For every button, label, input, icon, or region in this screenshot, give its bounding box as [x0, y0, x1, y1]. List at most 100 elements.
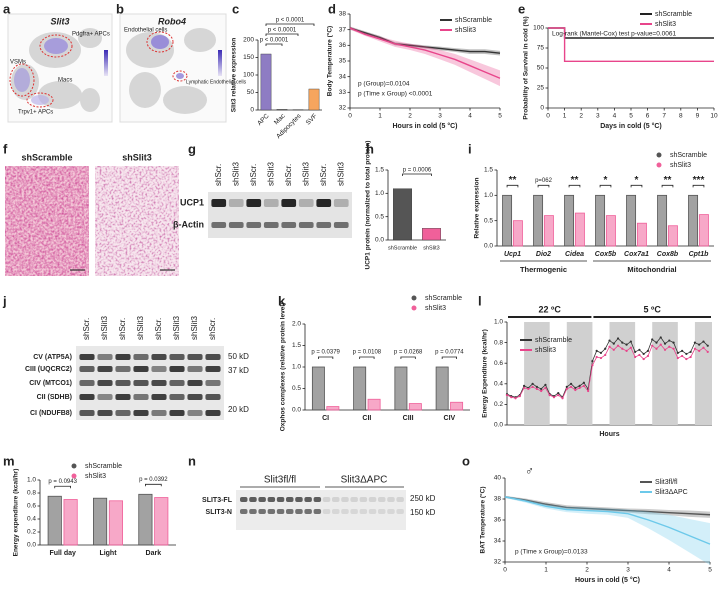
bar	[595, 194, 606, 247]
blot-band	[368, 497, 377, 502]
survival-line	[548, 27, 714, 63]
blot-band	[258, 497, 266, 502]
blot-band	[211, 199, 227, 207]
x-axis-title: Hours in cold (5 °C)	[392, 122, 457, 130]
data-point	[621, 347, 624, 350]
data-point	[655, 347, 658, 350]
y-tick-label: 38	[494, 496, 502, 503]
significance-label: *	[604, 175, 608, 186]
blot-band	[133, 394, 149, 400]
y-tick-label: 38	[339, 11, 347, 18]
cluster-label: VSMs	[10, 60, 26, 66]
y-tick-label: 32	[339, 105, 347, 112]
data-point	[672, 341, 675, 344]
cluster	[80, 88, 100, 112]
band-label: CIV (MTCO1)	[29, 380, 72, 387]
annotation: Log-rank (Mantel-Cox) test p-value=0.006…	[552, 31, 676, 38]
cluster	[163, 86, 207, 114]
cluster	[129, 72, 161, 108]
y-tick-label: 0.0	[27, 542, 36, 549]
panel-label: h	[366, 141, 374, 156]
bar	[512, 220, 523, 247]
legend-label: shScramble	[85, 463, 122, 470]
significance-bracket	[145, 483, 162, 487]
data-point	[591, 364, 594, 367]
data-point	[544, 386, 547, 390]
legend-label: shSlit3	[85, 473, 106, 480]
band-label: SLIT3-FL	[202, 497, 233, 504]
blot-band	[267, 497, 276, 502]
data-point	[634, 350, 637, 353]
y-tick-label: 150	[243, 54, 254, 61]
y-tick-label: 0.0	[292, 407, 301, 414]
data-point	[668, 345, 671, 348]
x-tick-label: shScramble	[388, 245, 417, 251]
significance-label: *	[635, 175, 639, 186]
legend-label: shSlit3	[425, 305, 446, 312]
blot-band	[205, 380, 221, 386]
significance-bracket	[441, 356, 457, 359]
blot-band	[322, 497, 331, 502]
blot-band	[115, 380, 131, 386]
x-tick-label: CIV	[444, 415, 456, 422]
data-point	[638, 348, 641, 351]
blot-band	[396, 497, 404, 502]
blot-band	[333, 199, 349, 207]
data-point	[693, 341, 697, 344]
data-point	[659, 343, 662, 346]
bar	[502, 194, 513, 247]
blot-band	[169, 380, 185, 386]
histology-texture	[95, 166, 179, 276]
legend-label: shSlit3	[655, 21, 676, 28]
data-point	[514, 397, 517, 400]
data-point	[681, 354, 684, 358]
bar	[605, 215, 616, 247]
blot-band	[133, 354, 149, 360]
blot-band	[205, 354, 221, 360]
blot-band	[286, 509, 294, 514]
x-tick-label: 1	[544, 567, 548, 574]
bar	[138, 493, 153, 546]
expression	[14, 68, 30, 92]
x-axis-title: Hours in cold (5 °C)	[575, 576, 640, 584]
blot-band	[341, 509, 349, 514]
blot-band	[151, 394, 167, 400]
blot-band	[133, 410, 149, 416]
blot-band	[350, 497, 358, 502]
data-point	[646, 349, 650, 352]
lane-label: shSlit3	[190, 315, 199, 340]
x-axis-title: Days in cold (5 °C)	[600, 122, 662, 130]
data-point	[616, 344, 620, 347]
y-tick-label: 100	[533, 25, 544, 32]
y-tick-label: 35	[339, 58, 347, 65]
y-tick-label: 1.0	[27, 477, 36, 484]
histology-label: shSlit3	[122, 152, 152, 162]
group-label: Slit3ΔAPC	[341, 475, 388, 486]
blot-band	[295, 497, 303, 502]
data-point	[676, 351, 679, 354]
y-tick-label: 0.0	[375, 237, 384, 244]
y-tick-label: 75	[537, 45, 545, 52]
blot-band	[79, 354, 95, 360]
data-point	[544, 383, 547, 386]
x-tick-label: shSlit3	[423, 245, 440, 251]
y-tick-label: 0.4	[27, 516, 36, 523]
data-point	[698, 349, 701, 352]
blot-band	[97, 380, 113, 386]
x-tick-label: 7	[662, 113, 666, 120]
lane-label: shScr.	[249, 164, 258, 186]
blot-band	[378, 509, 386, 514]
significance-label: p < 0.0001	[276, 18, 305, 24]
significance-label: p = 0.0774	[435, 350, 464, 356]
marker-label: 250 kD	[410, 494, 436, 503]
period-label: 22 ºC	[539, 304, 562, 314]
x-tick-label: Cox7a1	[624, 251, 649, 258]
data-point	[557, 394, 560, 397]
blot-band	[396, 509, 404, 514]
blot-band	[263, 222, 279, 228]
x-tick-label: 5	[629, 113, 633, 120]
significance-label: p = 0.0392	[139, 477, 168, 483]
data-point	[527, 387, 530, 391]
data-point	[518, 395, 521, 398]
